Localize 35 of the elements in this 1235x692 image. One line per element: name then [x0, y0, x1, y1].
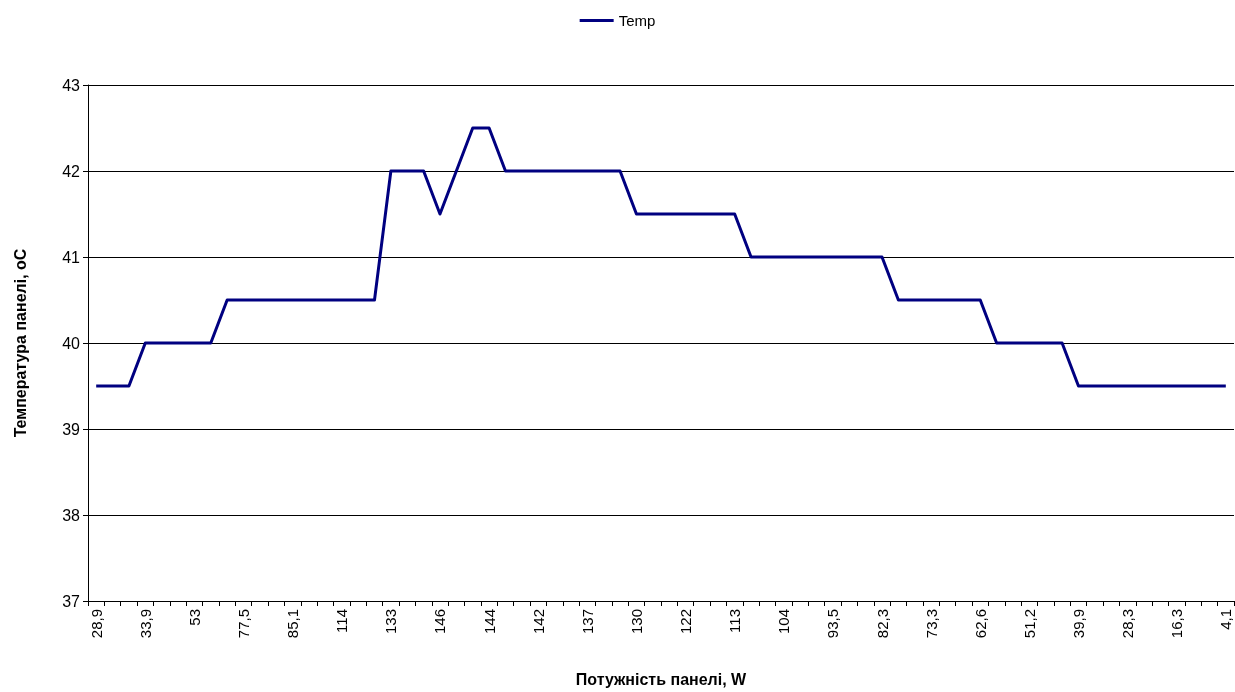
x-tick-label: 113	[726, 609, 744, 633]
x-tick-label: 62,6	[971, 609, 989, 639]
y-tick-label: 41	[62, 248, 81, 266]
x-tick-label: 130	[627, 609, 645, 635]
x-tick-label: 53	[185, 609, 203, 626]
x-tick-label: 122	[677, 609, 695, 635]
x-tick-label: 144	[480, 609, 498, 635]
y-tick-label: 42	[62, 162, 81, 180]
x-tick-label: 28,3	[1119, 609, 1137, 639]
x-tick-label: 82,3	[873, 609, 891, 639]
y-tick-label: 40	[62, 334, 81, 352]
x-tick-label: 73,3	[922, 609, 940, 639]
x-tick-label: 33,9	[136, 609, 154, 639]
x-tick-label: 104	[775, 609, 793, 635]
y-axis-title: Температура панелі, oC	[11, 248, 29, 438]
x-tick-label: 4,1	[1217, 609, 1235, 630]
y-tick-label: 37	[62, 592, 81, 610]
x-axis-title: Потужність панелі, W	[575, 670, 748, 688]
y-tick-label: 38	[62, 506, 81, 524]
x-tick-label: 85,1	[284, 609, 302, 639]
x-tick-label: 16,3	[1168, 609, 1186, 639]
x-tick-label: 137	[578, 609, 596, 635]
legend-label: Temp	[618, 12, 656, 29]
x-tick-label: 93,5	[824, 609, 842, 639]
y-tick-label: 43	[62, 76, 81, 94]
x-tick-label: 51,2	[1020, 609, 1038, 639]
x-tick-label: 39,9	[1069, 609, 1087, 639]
x-tick-label: 142	[529, 609, 547, 635]
x-tick-label: 146	[431, 609, 449, 635]
x-tick-label: 77,5	[235, 609, 253, 639]
x-tick-label: 133	[382, 609, 400, 635]
line-series	[94, 126, 1228, 388]
x-tick-label: 114	[333, 609, 351, 633]
x-tick-label: 28,9	[87, 609, 105, 639]
y-tick-label: 39	[62, 420, 81, 438]
